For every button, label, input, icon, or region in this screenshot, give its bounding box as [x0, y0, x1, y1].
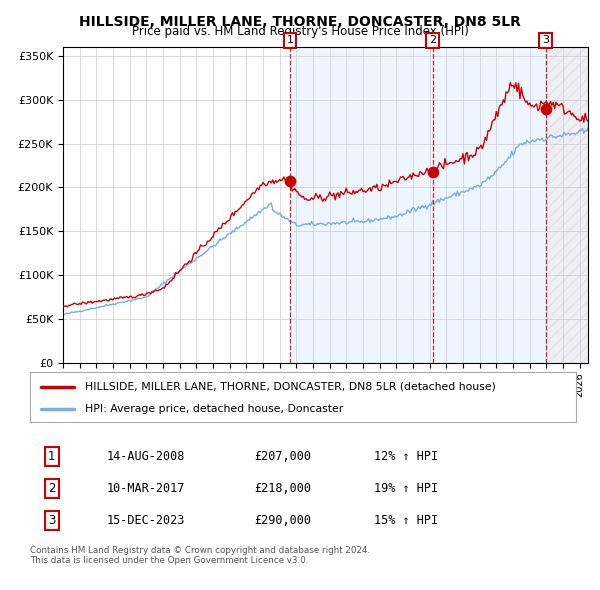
Point	[428, 167, 437, 176]
Text: £207,000: £207,000	[254, 450, 311, 463]
Point	[541, 104, 550, 113]
Text: 2: 2	[48, 482, 56, 495]
Text: 10-MAR-2017: 10-MAR-2017	[106, 482, 185, 495]
Text: 15-DEC-2023: 15-DEC-2023	[106, 514, 185, 527]
Text: 15% ↑ HPI: 15% ↑ HPI	[374, 514, 438, 527]
Text: Price paid vs. HM Land Registry's House Price Index (HPI): Price paid vs. HM Land Registry's House …	[131, 25, 469, 38]
Text: 1: 1	[286, 35, 293, 45]
Text: HILLSIDE, MILLER LANE, THORNE, DONCASTER, DN8 5LR: HILLSIDE, MILLER LANE, THORNE, DONCASTER…	[79, 15, 521, 29]
Text: 14-AUG-2008: 14-AUG-2008	[106, 450, 185, 463]
Text: 12% ↑ HPI: 12% ↑ HPI	[374, 450, 438, 463]
Text: 2: 2	[429, 35, 436, 45]
Text: £290,000: £290,000	[254, 514, 311, 527]
Text: HPI: Average price, detached house, Doncaster: HPI: Average price, detached house, Donc…	[85, 404, 343, 414]
Bar	[545, 47, 588, 363]
Text: 1: 1	[48, 450, 56, 463]
Text: 3: 3	[542, 35, 549, 45]
Text: £218,000: £218,000	[254, 482, 311, 495]
Text: HILLSIDE, MILLER LANE, THORNE, DONCASTER, DN8 5LR (detached house): HILLSIDE, MILLER LANE, THORNE, DONCASTER…	[85, 382, 496, 392]
Bar	[290, 47, 545, 363]
Text: 3: 3	[48, 514, 56, 527]
Point	[285, 176, 295, 186]
Text: 19% ↑ HPI: 19% ↑ HPI	[374, 482, 438, 495]
Text: Contains HM Land Registry data © Crown copyright and database right 2024.
This d: Contains HM Land Registry data © Crown c…	[30, 546, 370, 565]
